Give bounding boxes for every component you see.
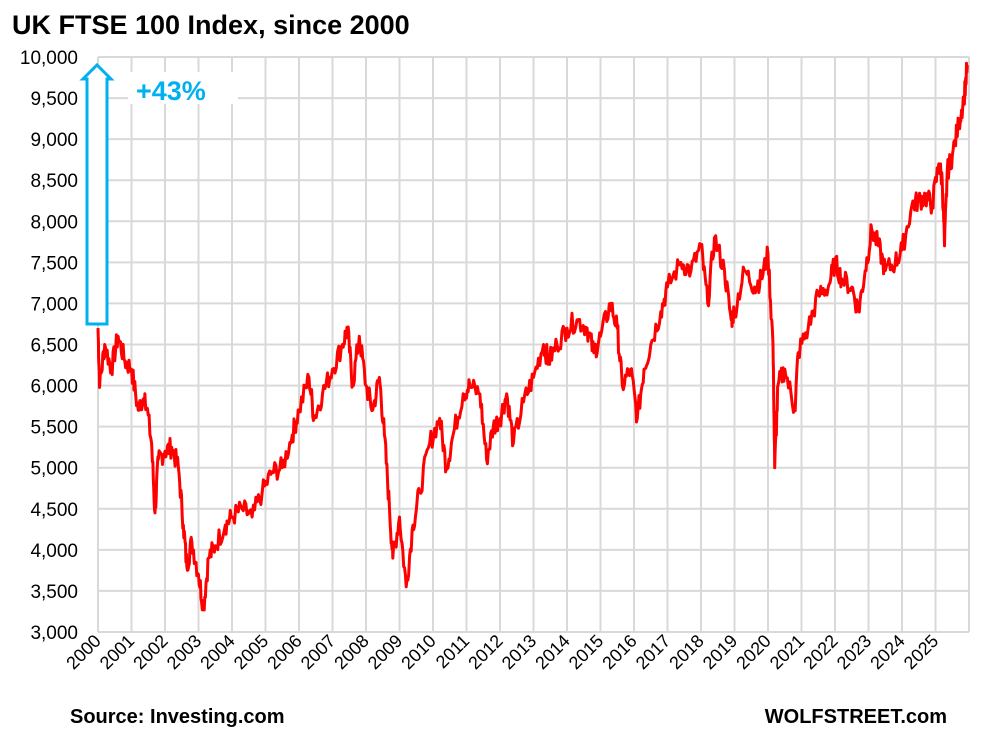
y-axis-ticks: 3,000 3,500 4,000 4,500 5,000 5,500 6,000 6,500… (20, 48, 78, 644)
y-tick-label: 3,500 (30, 582, 78, 603)
y-tick-label: 6,500 (30, 336, 78, 357)
annotation-label: +43% (136, 76, 206, 106)
y-tick-label: 9,500 (30, 89, 78, 110)
growth-annotation: +43% (79, 62, 238, 326)
x-tick-label: 2025 (900, 631, 942, 673)
x-tick-label: 2001 (96, 631, 138, 673)
y-tick-label: 8,500 (30, 171, 78, 192)
y-tick-label: 7,500 (30, 253, 78, 274)
source-label: Source: Investing.com (70, 706, 285, 728)
y-tick-label: 8,000 (30, 212, 78, 233)
x-tick-label: 2015 (565, 631, 607, 673)
x-tick-label: 2022 (799, 631, 841, 673)
x-tick-label: 2013 (498, 631, 540, 673)
y-tick-label: 3,000 (30, 623, 78, 644)
x-tick-label: 2011 (432, 631, 474, 673)
y-tick-label: 5,500 (30, 418, 78, 439)
x-tick-label: 2009 (364, 631, 406, 673)
x-tick-label: 2014 (531, 631, 573, 673)
x-tick-label: 2019 (699, 631, 741, 673)
x-tick-label: 2008 (330, 631, 372, 673)
gridlines (97, 56, 970, 633)
annotation-background (128, 72, 238, 104)
x-tick-label: 2012 (464, 631, 506, 673)
y-tick-label: 9,000 (30, 130, 78, 151)
x-tick-label: 2021 (766, 631, 808, 673)
y-tick-label: 4,500 (30, 500, 78, 521)
x-tick-label: 2020 (732, 631, 774, 673)
x-tick-label: 2002 (129, 631, 171, 673)
y-tick-label: 6,000 (30, 377, 78, 398)
y-tick-label: 5,000 (30, 459, 78, 480)
x-tick-label: 2017 (632, 631, 674, 673)
x-tick-label: 2007 (297, 631, 339, 673)
x-tick-label: 2004 (196, 631, 238, 673)
y-tick-label: 10,000 (20, 48, 78, 69)
x-tick-label: 2016 (598, 631, 640, 673)
x-tick-label: 2006 (263, 631, 305, 673)
x-tick-label: 2023 (833, 631, 875, 673)
chart-title: UK FTSE 100 Index, since 2000 (12, 10, 410, 40)
x-axis-ticks: 2000200120022003200420052006200720082009… (62, 631, 942, 673)
brand-label: WOLFSTREET.com (764, 706, 947, 728)
x-tick-label: 2010 (397, 631, 439, 673)
x-tick-label: 2024 (866, 631, 908, 673)
up-arrow-icon (79, 62, 115, 326)
series-line-ftse100 (96, 61, 969, 612)
y-tick-label: 7,000 (30, 294, 78, 315)
x-tick-label: 2003 (163, 631, 205, 673)
y-tick-label: 4,000 (30, 541, 78, 562)
x-tick-label: 2005 (230, 631, 272, 673)
x-tick-label: 2018 (665, 631, 707, 673)
